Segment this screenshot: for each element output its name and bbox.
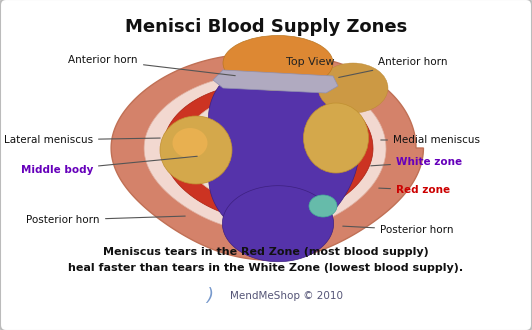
Text: Anterior horn: Anterior horn	[339, 57, 447, 78]
Text: Medial meniscus: Medial meniscus	[381, 135, 480, 145]
Text: Posterior horn: Posterior horn	[27, 215, 185, 225]
Ellipse shape	[160, 116, 232, 184]
Text: Red zone: Red zone	[379, 185, 450, 195]
Polygon shape	[213, 70, 338, 93]
Text: Posterior horn: Posterior horn	[343, 225, 453, 235]
Polygon shape	[111, 53, 423, 260]
Ellipse shape	[172, 128, 207, 158]
Text: White zone: White zone	[371, 157, 462, 167]
Text: Anterior horn: Anterior horn	[69, 55, 235, 76]
Ellipse shape	[309, 195, 337, 217]
Text: Middle body: Middle body	[21, 156, 197, 175]
Text: Meniscus tears in the Red Zone (most blood supply): Meniscus tears in the Red Zone (most blo…	[103, 247, 429, 257]
Polygon shape	[163, 83, 373, 221]
Polygon shape	[144, 73, 386, 232]
Ellipse shape	[318, 63, 388, 113]
Text: Menisci Blood Supply Zones: Menisci Blood Supply Zones	[125, 18, 407, 36]
Text: MendMeShop © 2010: MendMeShop © 2010	[230, 291, 343, 301]
Text: Lateral meniscus: Lateral meniscus	[4, 135, 160, 145]
Text: Top View: Top View	[286, 57, 334, 67]
Ellipse shape	[303, 103, 369, 173]
Text: heal faster than tears in the White Zone (lowest blood supply).: heal faster than tears in the White Zone…	[69, 263, 463, 273]
Ellipse shape	[223, 36, 333, 90]
Polygon shape	[183, 93, 353, 206]
Text: ): )	[206, 287, 213, 305]
Polygon shape	[209, 58, 359, 242]
Polygon shape	[222, 186, 334, 262]
Ellipse shape	[233, 211, 323, 255]
